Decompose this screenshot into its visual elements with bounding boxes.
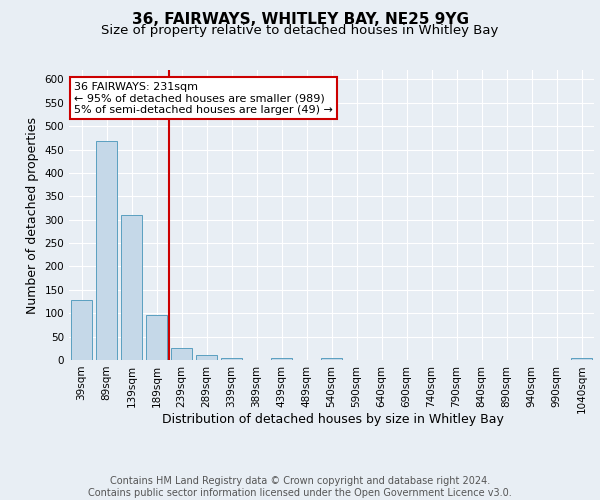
Bar — [71, 300, 92, 360]
Bar — [321, 358, 342, 360]
Bar — [271, 358, 292, 360]
Text: Distribution of detached houses by size in Whitley Bay: Distribution of detached houses by size … — [162, 412, 504, 426]
Bar — [171, 348, 192, 360]
Text: Contains HM Land Registry data © Crown copyright and database right 2024.
Contai: Contains HM Land Registry data © Crown c… — [88, 476, 512, 498]
Bar — [96, 140, 117, 360]
Text: 36, FAIRWAYS, WHITLEY BAY, NE25 9YG: 36, FAIRWAYS, WHITLEY BAY, NE25 9YG — [131, 12, 469, 28]
Bar — [196, 355, 217, 360]
Y-axis label: Number of detached properties: Number of detached properties — [26, 116, 39, 314]
Bar — [221, 358, 242, 360]
Bar — [571, 358, 592, 360]
Text: Size of property relative to detached houses in Whitley Bay: Size of property relative to detached ho… — [101, 24, 499, 37]
Text: 36 FAIRWAYS: 231sqm
← 95% of detached houses are smaller (989)
5% of semi-detach: 36 FAIRWAYS: 231sqm ← 95% of detached ho… — [74, 82, 333, 115]
Bar — [121, 215, 142, 360]
Bar — [146, 314, 167, 360]
